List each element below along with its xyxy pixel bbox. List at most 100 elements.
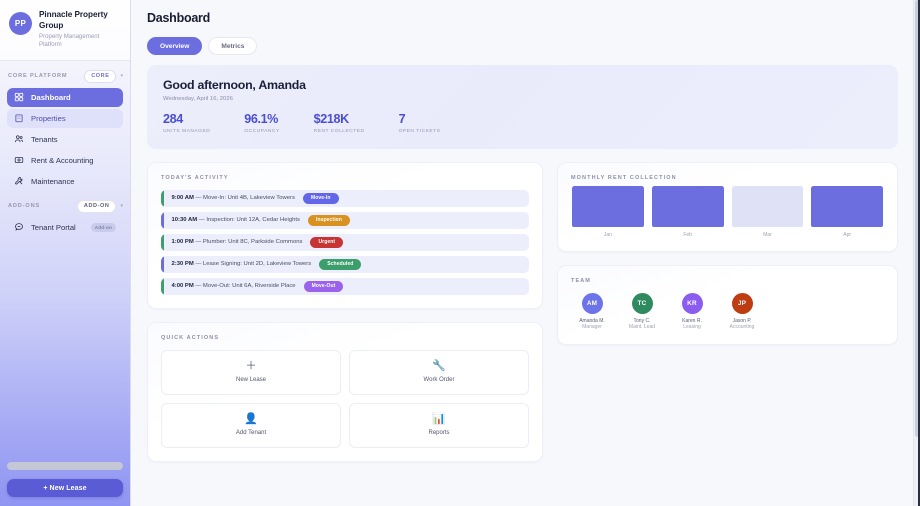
activity-accent-bar [161,255,164,273]
bar-chart: Jan Feb Mar Apr [571,185,884,238]
activity-time: 9:00 AM [171,195,194,202]
tab-overview[interactable]: Overview [147,37,203,55]
quick-action-add-tenant[interactable]: 👤 Add Tenant [161,402,341,448]
brand-header[interactable]: PP Pinnacle Property Group Property Mana… [0,0,130,61]
chevron-down-icon[interactable]: ▾ [120,203,123,210]
activity-accent-bar [161,189,164,207]
chart-column[interactable]: Feb [651,185,724,238]
status-badge: Scheduled [319,258,362,270]
sidebar-item-tenant-portal[interactable]: Tenant Portal Add-on [7,218,123,237]
stat-label: UNITS MANAGED [163,128,211,134]
chart-tick-label: Mar [763,231,772,238]
section-header-addons[interactable]: ADD-ONS ADD-ON ▾ [0,191,130,218]
stat-label: RENT COLLECTED [313,128,365,134]
quick-action-work-order[interactable]: 🔧 Work Order [349,349,529,395]
sidebar-scroll-track[interactable] [7,462,123,470]
activity-accent-bar [161,277,164,295]
activity-time: 4:00 PM [171,283,194,290]
sidebar-item-label: Dashboard [31,92,71,102]
chart-column[interactable]: Mar [731,185,804,238]
activity-detail: — Move-In: Unit 4B, Lakeview Towers [195,195,295,202]
section-title-addons: ADD-ONS [8,203,41,210]
brand-subtitle: Property Management Platform [39,33,100,48]
activity-text: 10:30 AM — Inspection: Unit 12A, Cedar H… [172,217,300,223]
chart-tick-label: Apr [843,231,852,238]
card-title: MONTHLY RENT COLLECTION [571,174,677,181]
team-member[interactable]: KR Karen R. Leasing [671,292,713,332]
money-card-icon [14,155,24,165]
stat-label: OPEN TICKETS [398,128,441,134]
stats-row: 284 UNITS MANAGED 96.1% OCCUPANCY $218K … [163,113,882,134]
stat-occupancy: 96.1% OCCUPANCY [244,113,279,134]
activity-row[interactable]: 1:00 PM — Plumber: Unit 8C, Parkside Com… [161,233,529,251]
section-header-core[interactable]: CORE PLATFORM CORE ▾ [0,61,130,88]
team-member-role: Leasing [683,324,701,331]
chart-column[interactable]: Jan [572,185,644,238]
sidebar: PP Pinnacle Property Group Property Mana… [0,0,131,506]
quick-actions-grid: ＋ New Lease 🔧 Work Order 👤 Add Tenant [161,349,529,448]
activity-time: 1:00 PM [171,239,194,246]
chart-bar [651,185,724,227]
card-title: QUICK ACTIONS [161,334,220,341]
team-member-name: Karen R. [682,317,702,324]
activity-time: 2:30 PM [171,261,194,268]
stat-rent-collected: $218K RENT COLLECTED [314,113,365,134]
chart-tick-label: Jan [603,231,612,238]
plus-icon: ＋ [245,360,257,373]
sidebar-spacer [0,237,130,462]
activity-text: 4:00 PM — Move-Out: Unit 6A, Riverside P… [172,283,296,289]
stat-value: 284 [163,112,183,126]
quick-action-new-lease[interactable]: ＋ New Lease [161,349,341,395]
chart-bar [731,185,804,227]
status-badge: Urgent [310,236,344,248]
stat-open-tickets: 7 OPEN TICKETS [399,113,441,134]
sidebar-item-properties[interactable]: Properties [7,108,123,128]
status-badge: Inspection [307,214,350,226]
chart-bar [572,185,644,227]
quick-action-label: Work Order [423,377,455,384]
activity-row[interactable]: 10:30 AM — Inspection: Unit 12A, Cedar H… [161,211,529,229]
person-icon: 👤 [244,413,258,426]
nav-addons: Tenant Portal Add-on [0,218,130,237]
activity-row[interactable]: 9:00 AM — Move-In: Unit 4B, Lakeview Tow… [161,189,529,207]
team-member[interactable]: JP Jason P. Accounting [721,292,763,332]
sidebar-item-maintenance[interactable]: Maintenance [7,172,123,191]
sidebar-item-tenants[interactable]: Tenants [7,130,123,149]
wrench-icon: 🔧 [432,360,446,373]
team-member-name: Amanda M. [579,317,605,324]
quick-action-label: New Lease [235,377,267,384]
sidebar-item-label: Maintenance [31,176,75,186]
bar-chart-icon: 📊 [432,413,446,426]
chevron-down-icon[interactable]: ▾ [120,73,123,80]
avatar: JP [731,292,753,314]
team-member[interactable]: TC Tony C. Maint. Lead [621,292,663,332]
activity-text: 9:00 AM — Move-In: Unit 4B, Lakeview Tow… [172,195,295,201]
sidebar-item-dashboard[interactable]: Dashboard [7,87,123,107]
activity-row[interactable]: 2:30 PM — Lease Signing: Unit 2D, Lakevi… [161,255,529,273]
activity-accent-bar [161,233,164,251]
main-content: Dashboard Overview Metrics Good afternoo… [131,0,920,506]
sidebar-item-rent-accounting[interactable]: Rent & Accounting [7,151,123,170]
activity-row[interactable]: 4:00 PM — Move-Out: Unit 6A, Riverside P… [161,277,529,295]
avatar: KR [681,292,703,314]
tab-metrics[interactable]: Metrics [208,37,258,55]
team-member[interactable]: AM Amanda M. Manager [571,292,613,332]
status-badge: Move-In [302,192,339,204]
section-badge-core: CORE [84,69,117,83]
content-columns: TODAY'S ACTIVITY 9:00 AM — Move-In: Unit… [147,161,898,462]
quick-action-reports[interactable]: 📊 Reports [349,402,529,448]
vertical-scrollbar[interactable] [913,0,920,506]
new-lease-button[interactable]: + New Lease [7,479,123,497]
card-title: TEAM [571,277,591,284]
activity-text: 1:00 PM — Plumber: Unit 8C, Parkside Com… [172,239,303,245]
team-member-role: Manager [582,324,602,331]
stat-value: $218K [313,112,350,126]
team-member-name: Tony C. [633,317,651,324]
section-title-core: CORE PLATFORM [8,73,68,80]
monthly-rent-collection-card: MONTHLY RENT COLLECTION Jan Feb Mar [557,161,898,252]
sidebar-item-label: Tenants [31,134,58,144]
scrollbar-thumb[interactable] [915,0,920,437]
chart-column[interactable]: Apr [811,185,883,238]
activity-time: 10:30 AM [171,217,198,224]
